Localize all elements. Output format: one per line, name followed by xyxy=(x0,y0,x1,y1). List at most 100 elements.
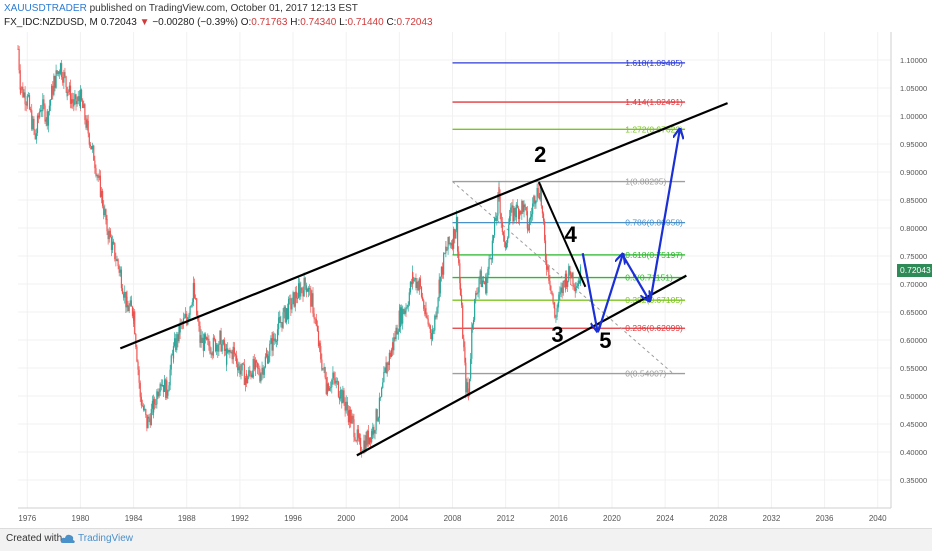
y-tick-label: 0.40000 xyxy=(900,448,927,457)
x-tick-label: 2000 xyxy=(337,514,355,523)
candle-body xyxy=(542,213,545,222)
candle-body xyxy=(129,300,131,306)
candle-body xyxy=(151,400,154,409)
candle-body xyxy=(393,337,395,351)
candle-body xyxy=(479,270,481,279)
candle-body xyxy=(541,205,544,214)
candle-body xyxy=(109,230,111,238)
channel-line-lower xyxy=(356,274,687,457)
candle-body xyxy=(265,353,268,355)
candle-body xyxy=(156,391,158,405)
candle-body xyxy=(471,324,474,328)
candle-body xyxy=(35,133,37,140)
candle-body xyxy=(113,242,115,244)
tradingview-brand-link[interactable]: TradingView xyxy=(78,533,134,544)
candle-body xyxy=(526,211,528,229)
candle-body xyxy=(523,204,525,212)
candle-body xyxy=(83,104,85,108)
candle-body xyxy=(509,216,511,225)
fib-level-label: 0.236(0.62099) xyxy=(625,323,683,333)
candle-body xyxy=(358,437,361,439)
candle-body xyxy=(325,391,327,395)
candle-body xyxy=(65,76,67,88)
candle-body xyxy=(27,95,30,96)
candle-body xyxy=(169,369,171,386)
candle-body xyxy=(357,429,359,438)
candle-body xyxy=(159,384,161,389)
candle-body xyxy=(484,282,486,284)
candle-body xyxy=(134,311,136,335)
ohlc-line: FX_IDC:NZDUSD, M 0.72043 ▼ −0.00280 (−0.… xyxy=(4,17,433,28)
candle-body xyxy=(372,426,374,435)
candle-body xyxy=(217,344,219,352)
candle-body xyxy=(290,298,292,310)
candle-body xyxy=(573,284,575,288)
candle-body xyxy=(291,304,293,310)
candle-body xyxy=(322,368,324,370)
candle-body xyxy=(504,241,507,249)
candle-body xyxy=(454,228,456,239)
candle-body xyxy=(527,228,529,231)
candle-body xyxy=(419,278,421,287)
candle-body xyxy=(386,362,388,374)
candle-body xyxy=(487,269,489,278)
candle-body xyxy=(340,389,342,399)
candle-body xyxy=(381,387,383,397)
candle-body xyxy=(207,338,209,340)
candle-body xyxy=(356,429,358,441)
candle-body xyxy=(332,372,334,378)
candle-body xyxy=(133,311,135,321)
wave-label: 5 xyxy=(599,328,611,353)
candle-body xyxy=(130,300,132,307)
candle-body xyxy=(459,283,462,296)
candle-body xyxy=(179,323,181,333)
candle-body xyxy=(516,204,518,208)
candle-body xyxy=(152,399,155,413)
symbol-label[interactable]: FX_IDC:NZDUSD, M xyxy=(4,17,98,28)
candle-body xyxy=(354,437,356,441)
candle-body xyxy=(252,358,254,378)
candle-body xyxy=(285,308,288,312)
candle-body xyxy=(99,175,101,181)
candle-body xyxy=(231,351,233,360)
candle-body xyxy=(23,92,25,97)
candle-body xyxy=(434,315,436,331)
candle-body xyxy=(150,408,152,426)
fib-level-label: 0(0.54007) xyxy=(625,369,666,379)
candle-body xyxy=(262,367,264,375)
candle-body xyxy=(565,273,568,287)
candle-body xyxy=(535,200,537,204)
candle-body xyxy=(302,290,304,297)
candle-body xyxy=(450,243,452,246)
candle-body xyxy=(241,363,243,371)
candle-body xyxy=(428,324,430,326)
publish-line: XAUUSDTRADER published on TradingView.co… xyxy=(4,3,358,14)
candle-body xyxy=(326,383,328,395)
candle-body xyxy=(161,384,163,387)
candle-body xyxy=(273,338,275,341)
candle-body xyxy=(135,334,137,347)
candle-body xyxy=(341,389,343,404)
candle-body xyxy=(514,207,516,216)
candle-body xyxy=(416,281,418,289)
candle-body xyxy=(260,373,262,382)
candle-body xyxy=(212,337,214,354)
candle-body xyxy=(448,236,450,245)
x-tick-label: 2036 xyxy=(816,514,834,523)
candle-body xyxy=(330,387,332,389)
candle-body xyxy=(539,186,541,199)
fib-diagonal-line xyxy=(452,181,674,374)
candle-body xyxy=(257,362,259,369)
candle-body xyxy=(519,210,521,220)
candle-body xyxy=(575,288,577,292)
candle-body xyxy=(211,352,213,356)
candle-body xyxy=(466,382,468,393)
candle-body xyxy=(563,280,565,282)
author-link[interactable]: XAUUSDTRADER xyxy=(4,3,87,14)
candle-body xyxy=(384,367,386,372)
candle-body xyxy=(418,278,420,286)
candle-body xyxy=(106,218,108,232)
candle-body xyxy=(52,85,54,95)
candle-body xyxy=(22,86,24,97)
